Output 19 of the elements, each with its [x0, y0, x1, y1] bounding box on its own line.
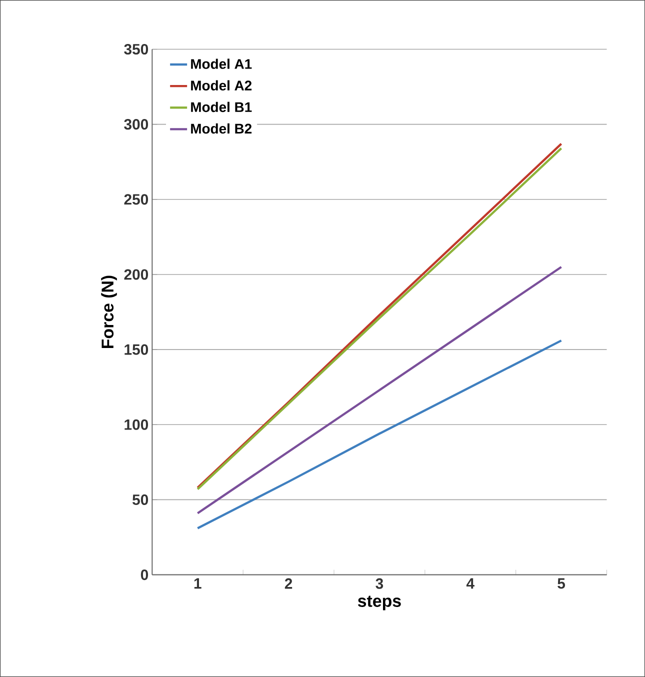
y-axis-title: Force (N): [101, 276, 117, 348]
y-tick-label: 200: [124, 269, 148, 280]
y-tick-label: 100: [124, 419, 148, 430]
y-tick-label: 50: [132, 494, 148, 505]
y-tick-label: 250: [124, 194, 148, 205]
x-tick-label: 4: [466, 578, 474, 589]
legend-label: Model B2: [191, 123, 252, 134]
legend-label: Model A2: [191, 80, 252, 90]
y-tick-label: 350: [124, 44, 148, 55]
y-tick-label: 0: [140, 569, 148, 580]
x-tick-label: 3: [376, 578, 384, 589]
x-axis-title: steps: [358, 596, 401, 610]
legend-label: Model A1: [191, 58, 252, 69]
y-tick-label: 300: [124, 119, 148, 130]
x-tick-label: 2: [284, 578, 292, 589]
legend-label: Model B1: [191, 102, 252, 112]
y-tick-label: 150: [124, 344, 148, 355]
x-tick-label: 5: [558, 578, 566, 589]
x-tick-label: 1: [194, 578, 202, 589]
